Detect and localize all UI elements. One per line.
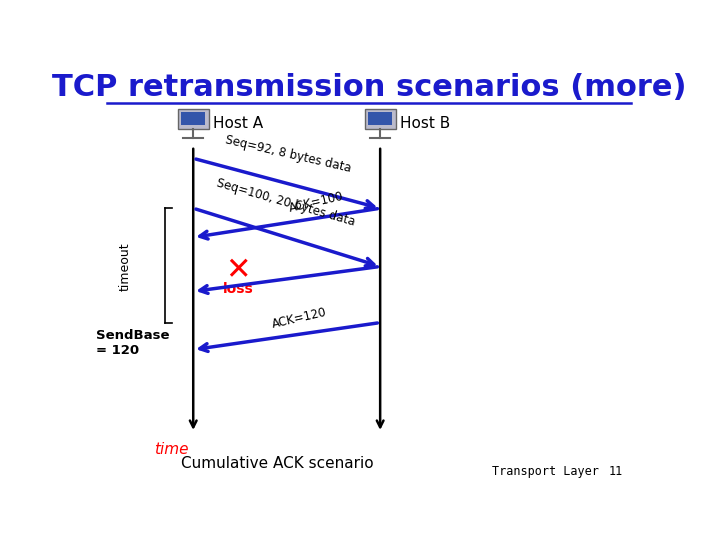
Text: Host A: Host A [213, 116, 263, 131]
Text: TCP retransmission scenarios (more): TCP retransmission scenarios (more) [52, 73, 686, 102]
Text: time: time [153, 442, 188, 457]
Bar [181, 112, 205, 125]
Text: Seq=92, 8 bytes data: Seq=92, 8 bytes data [224, 133, 352, 175]
Text: ACK=120: ACK=120 [271, 306, 328, 331]
Text: 11: 11 [609, 465, 624, 478]
Text: Seq=100, 20 bytes data: Seq=100, 20 bytes data [215, 177, 356, 229]
Text: SendBase
= 120: SendBase = 120 [96, 329, 169, 357]
Bar [178, 109, 209, 129]
Bar [368, 112, 392, 125]
Bar [365, 109, 395, 129]
Text: Transport Layer: Transport Layer [492, 465, 598, 478]
Text: Cumulative ACK scenario: Cumulative ACK scenario [181, 456, 373, 471]
Text: loss: loss [222, 282, 253, 296]
Text: ACK=100: ACK=100 [287, 190, 345, 215]
Text: timeout: timeout [119, 242, 132, 291]
Text: ✕: ✕ [225, 256, 251, 285]
Text: Host B: Host B [400, 116, 450, 131]
